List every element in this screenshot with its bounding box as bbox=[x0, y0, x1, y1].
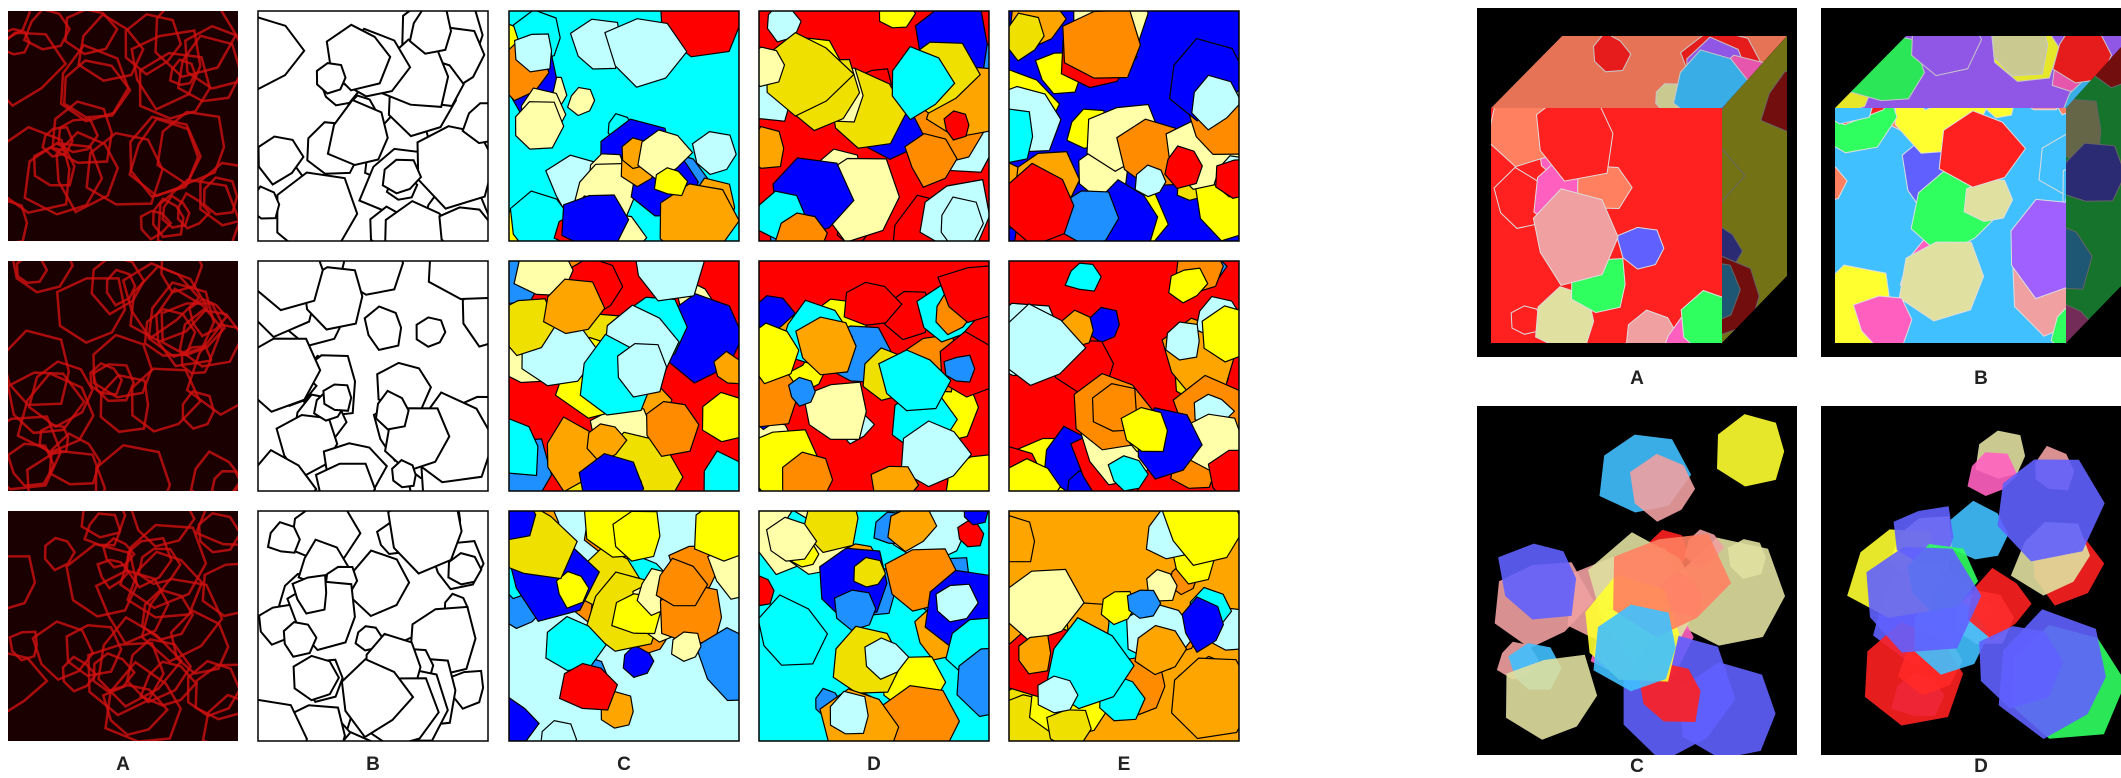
cell-outline bbox=[277, 173, 357, 257]
panel-label: A bbox=[1630, 368, 1644, 389]
cell-region bbox=[1208, 450, 1258, 504]
cell-region bbox=[695, 496, 768, 561]
image-tile bbox=[743, 477, 1022, 770]
image-tile bbox=[987, 486, 1261, 756]
cell-region bbox=[1047, 710, 1091, 748]
image-tile bbox=[977, 0, 1265, 263]
cell-region bbox=[987, 516, 1034, 562]
panel-label: B bbox=[1974, 368, 1988, 389]
image-tile bbox=[496, 0, 744, 266]
panel-label: B bbox=[366, 754, 380, 775]
cell-region bbox=[489, 493, 535, 540]
image-tile bbox=[483, 477, 775, 758]
cell-outline bbox=[448, 553, 481, 584]
panel-label: D bbox=[867, 754, 881, 775]
cell-outline bbox=[392, 460, 416, 487]
render-panel bbox=[1477, 406, 1797, 762]
tiles bbox=[0, 0, 2121, 778]
cell-region bbox=[871, 466, 918, 505]
page: A B C D E A B C D (() => { const data = … bbox=[0, 0, 2121, 778]
panel-label: E bbox=[1118, 754, 1131, 775]
image-tile bbox=[243, 224, 519, 528]
image-tile bbox=[0, 485, 264, 751]
cell-region bbox=[562, 195, 629, 248]
image-tile bbox=[477, 228, 755, 523]
panel-label: C bbox=[1630, 756, 1644, 777]
cell-outline bbox=[323, 385, 351, 411]
image-tile bbox=[221, 485, 488, 778]
image-tile bbox=[0, 238, 277, 531]
panel-label: C bbox=[617, 754, 631, 775]
image-tile bbox=[982, 244, 1266, 522]
cell-region bbox=[983, 108, 1033, 163]
cell-region bbox=[1063, 10, 1141, 78]
image-tile bbox=[0, 0, 262, 258]
cell-region bbox=[745, 127, 784, 169]
render-panel bbox=[1444, 0, 1832, 387]
figure: A B C D E A B C D bbox=[0, 0, 2121, 778]
render-panel bbox=[1780, 0, 2121, 392]
image-tile bbox=[726, 261, 1014, 511]
image-tile bbox=[230, 0, 511, 269]
panel-label: A bbox=[116, 754, 130, 775]
cell-region bbox=[1202, 306, 1266, 362]
render-panel bbox=[1821, 406, 2121, 755]
cell-outline bbox=[317, 63, 346, 93]
panel-label: D bbox=[1974, 756, 1988, 777]
